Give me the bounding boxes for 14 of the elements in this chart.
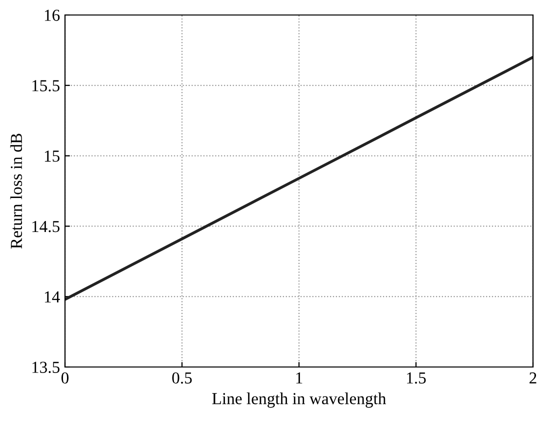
x-axis-title: Line length in wavelength <box>212 392 386 408</box>
x-tick-label: 2 <box>530 372 536 384</box>
x-tick-label: 1 <box>296 372 302 384</box>
y-tick-label: 14.5 <box>32 220 60 232</box>
x-tick-label: 0 <box>61 372 69 384</box>
y-tick-label: 15 <box>44 150 60 162</box>
y-tick-label: 15.5 <box>32 80 60 92</box>
line-series <box>65 56 533 301</box>
x-tick-label: 1.5 <box>407 372 426 384</box>
y-axis-title: Return loss in dB <box>10 134 22 249</box>
y-tick-label: 16 <box>44 10 60 21</box>
y-tick-label: 14 <box>44 291 60 302</box>
x-tick-label: 0.5 <box>172 372 192 384</box>
y-tick-label: 13.5 <box>32 362 60 374</box>
